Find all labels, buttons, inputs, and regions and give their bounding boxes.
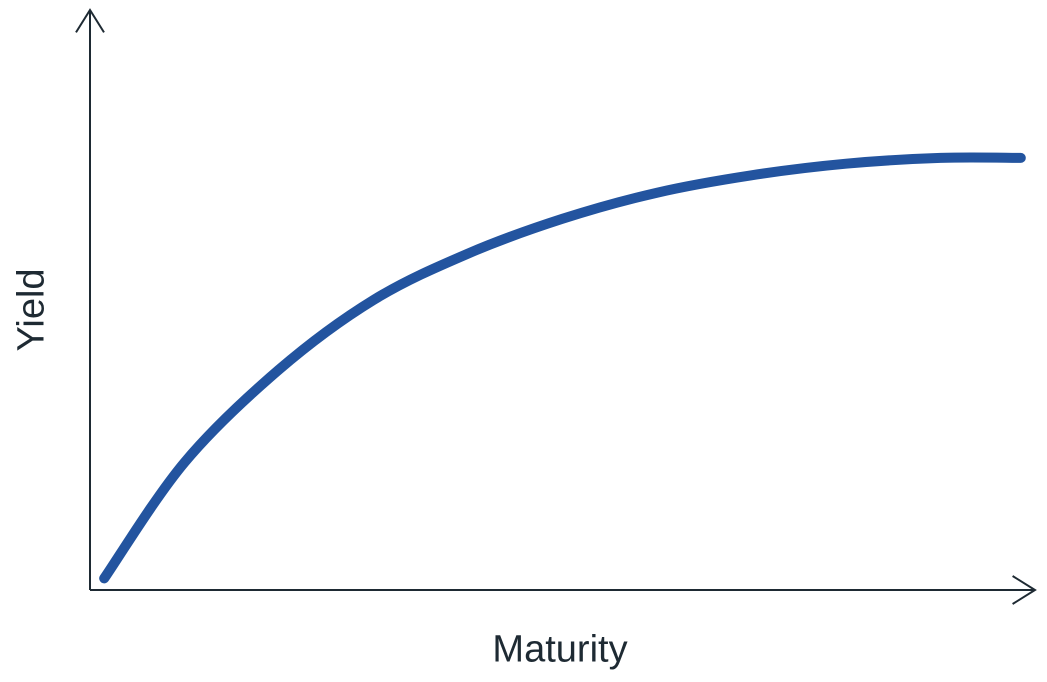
x-axis <box>90 576 1035 604</box>
y-axis <box>76 10 104 590</box>
chart-svg <box>0 0 1047 682</box>
yield-curve <box>104 157 1021 578</box>
x-axis-label: Maturity <box>492 629 627 672</box>
yield-curve-chart: Yield Maturity <box>0 0 1047 682</box>
y-axis-label: Yield <box>11 268 54 351</box>
